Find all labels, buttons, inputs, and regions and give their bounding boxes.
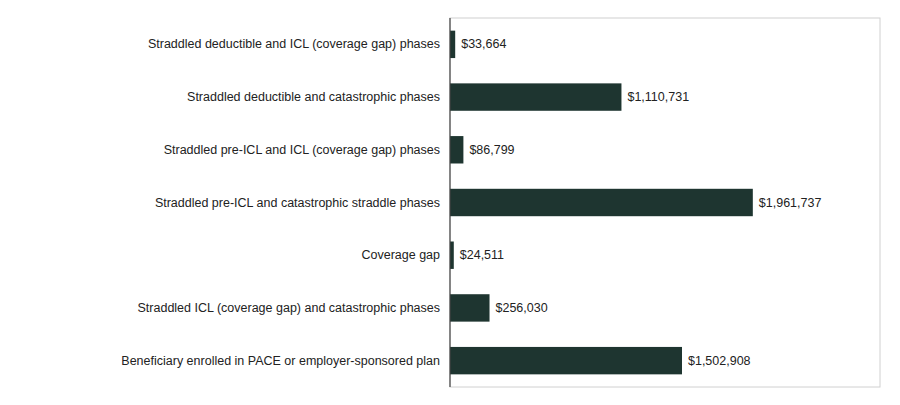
value-label: $24,511	[460, 248, 504, 262]
value-label: $33,664	[461, 37, 506, 51]
category-label: Straddled ICL (coverage gap) and catastr…	[138, 301, 441, 315]
category-label: Beneficiary enrolled in PACE or employer…	[121, 354, 440, 368]
value-label: $256,030	[496, 301, 548, 315]
divider	[449, 18, 450, 387]
category-label: Straddled deductible and catastrophic ph…	[187, 90, 440, 104]
plot-frame	[450, 18, 880, 387]
bar	[450, 31, 455, 58]
bar	[450, 189, 753, 216]
chart: Straddled deductible and ICL (coverage g…	[0, 0, 900, 405]
bars	[450, 31, 753, 375]
value-label: $1,502,908	[688, 354, 751, 368]
value-label: $1,961,737	[759, 196, 822, 210]
value-label: $1,110,731	[627, 90, 689, 104]
bar	[450, 83, 621, 110]
category-label: Coverage gap	[361, 248, 440, 262]
value-label: $86,799	[469, 143, 514, 157]
bar	[450, 294, 490, 321]
category-label: Straddled pre-ICL and ICL (coverage gap)…	[164, 143, 440, 157]
category-label: Straddled pre-ICL and catastrophic strad…	[155, 196, 440, 210]
bar	[450, 136, 463, 163]
bar	[450, 347, 682, 374]
category-label: Straddled deductible and ICL (coverage g…	[148, 37, 440, 51]
